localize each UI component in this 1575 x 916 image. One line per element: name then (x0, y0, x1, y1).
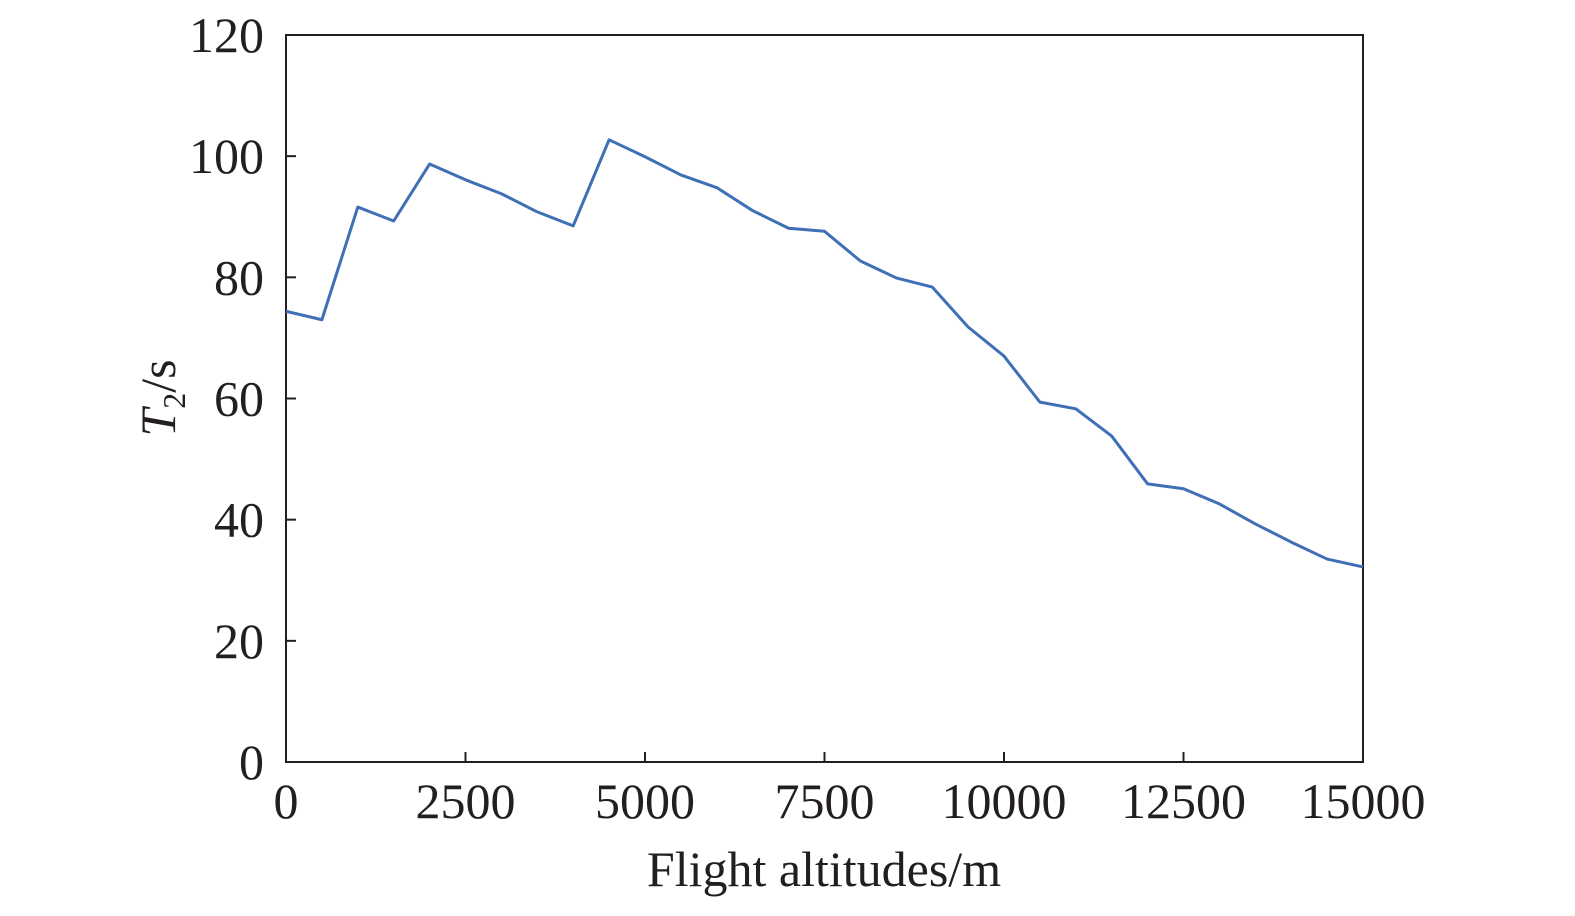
y-tick-label: 60 (214, 371, 264, 427)
y-label-symbol: T (130, 406, 186, 437)
x-tick-label: 2500 (416, 773, 516, 829)
y-label-subscript: 2 (156, 393, 192, 409)
y-tick-label: 40 (214, 492, 264, 548)
x-tick-label: 15000 (1301, 773, 1426, 829)
x-axis-label: Flight altitudes/m (647, 841, 1001, 897)
plot-frame (285, 34, 1364, 763)
y-tick-label: 100 (189, 128, 264, 184)
data-line (285, 138, 1364, 569)
y-label-unit: /s (130, 359, 186, 392)
x-tick-label: 7500 (775, 773, 875, 829)
x-tick-label: 0 (274, 773, 299, 829)
y-tick-label: 0 (239, 734, 264, 790)
y-tick-label: 80 (214, 249, 264, 305)
y-axis-label: T2/s (130, 359, 192, 436)
x-tick-label: 10000 (942, 773, 1067, 829)
x-tick-label: 12500 (1121, 773, 1246, 829)
y-tick-label: 20 (214, 613, 264, 669)
x-tick-label: 5000 (595, 773, 695, 829)
y-tick-label: 120 (189, 7, 264, 63)
